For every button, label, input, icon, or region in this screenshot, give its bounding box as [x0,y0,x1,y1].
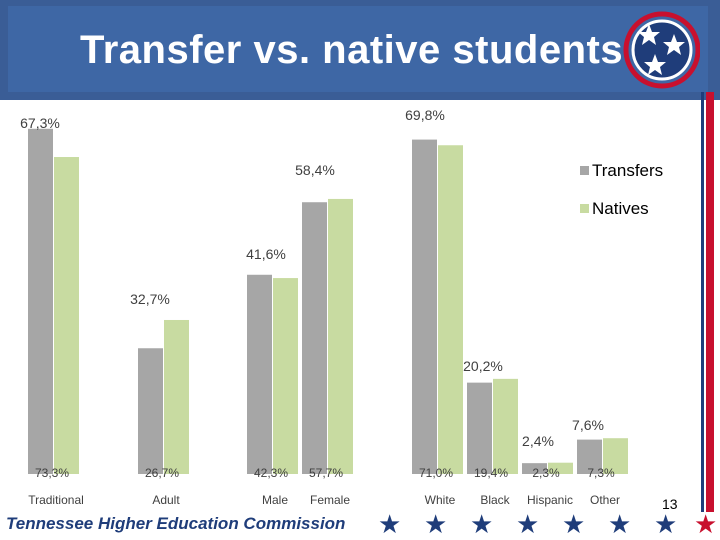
page-title: Transfer vs. native students [80,28,624,72]
legend-swatch [580,166,589,175]
bar-transfers [412,139,437,474]
category-label: Adult [152,493,180,507]
category-label: Black [480,493,510,507]
bar-transfers [247,274,272,474]
page-number: 13 [662,496,678,512]
category-label: Female [310,493,350,507]
legend-label: Transfers [592,161,663,180]
bar-natives [328,198,353,474]
data-label-natives: 58,4% [295,162,335,178]
bar-natives [438,145,463,474]
bar-transfers [138,348,163,474]
legend-label: Natives [592,199,649,218]
bar-transfers [522,463,547,474]
bar-natives [548,462,573,474]
header-panel [8,6,708,92]
bar-transfers [28,128,53,474]
data-label-transfers: 57,7% [309,466,343,480]
data-label-transfers: 71,0% [419,466,453,480]
legend-swatch [580,204,589,213]
bar-natives [164,319,189,474]
data-label-transfers: 7,3% [587,466,615,480]
star-icon: ★ [654,509,678,539]
category-label: Other [590,493,620,507]
decor-stripe-red [706,92,714,512]
bar-transfers [467,382,492,474]
star-icon: ★ [378,509,402,539]
star-icon: ★ [694,509,718,539]
bar-natives [493,378,518,474]
tennessee-tristar-icon [623,11,700,89]
data-label-natives: 20,2% [463,358,503,374]
category-label: White [425,493,456,507]
data-label-transfers: 26,7% [145,466,179,480]
bar-natives [603,438,628,474]
data-label-transfers: 73,3% [35,466,69,480]
category-label: Hispanic [527,493,573,507]
data-label-natives: 32,7% [130,291,170,307]
decor-stripe-blue [701,92,704,512]
footer-stars: ★ ★ ★ ★ ★ ★ ★ ★ [378,510,718,538]
category-label: Traditional [28,493,84,507]
star-icon: ★ [562,509,586,539]
data-label-natives: 2,4% [522,433,554,449]
category-label: Male [262,493,288,507]
star-icon: ★ [516,509,540,539]
star-icon: ★ [470,509,494,539]
star-icon: ★ [608,509,632,539]
data-label-transfers: 19,4% [474,466,508,480]
star-icon: ★ [424,509,448,539]
data-label-natives: 41,6% [246,246,286,262]
bar-transfers [577,439,602,474]
header-bar: Transfer vs. native students [0,0,720,100]
bar-transfers [302,202,327,474]
footer-org: Tennessee Higher Education Commission [6,514,346,533]
bar-natives [273,278,298,474]
data-label-transfers: 2,3% [532,466,560,480]
data-label-natives: 67,3% [20,115,60,131]
bar-natives [54,157,79,474]
data-label-natives: 7,6% [572,417,604,433]
data-label-transfers: 42,3% [254,466,288,480]
data-label-natives: 69,8% [405,107,445,123]
